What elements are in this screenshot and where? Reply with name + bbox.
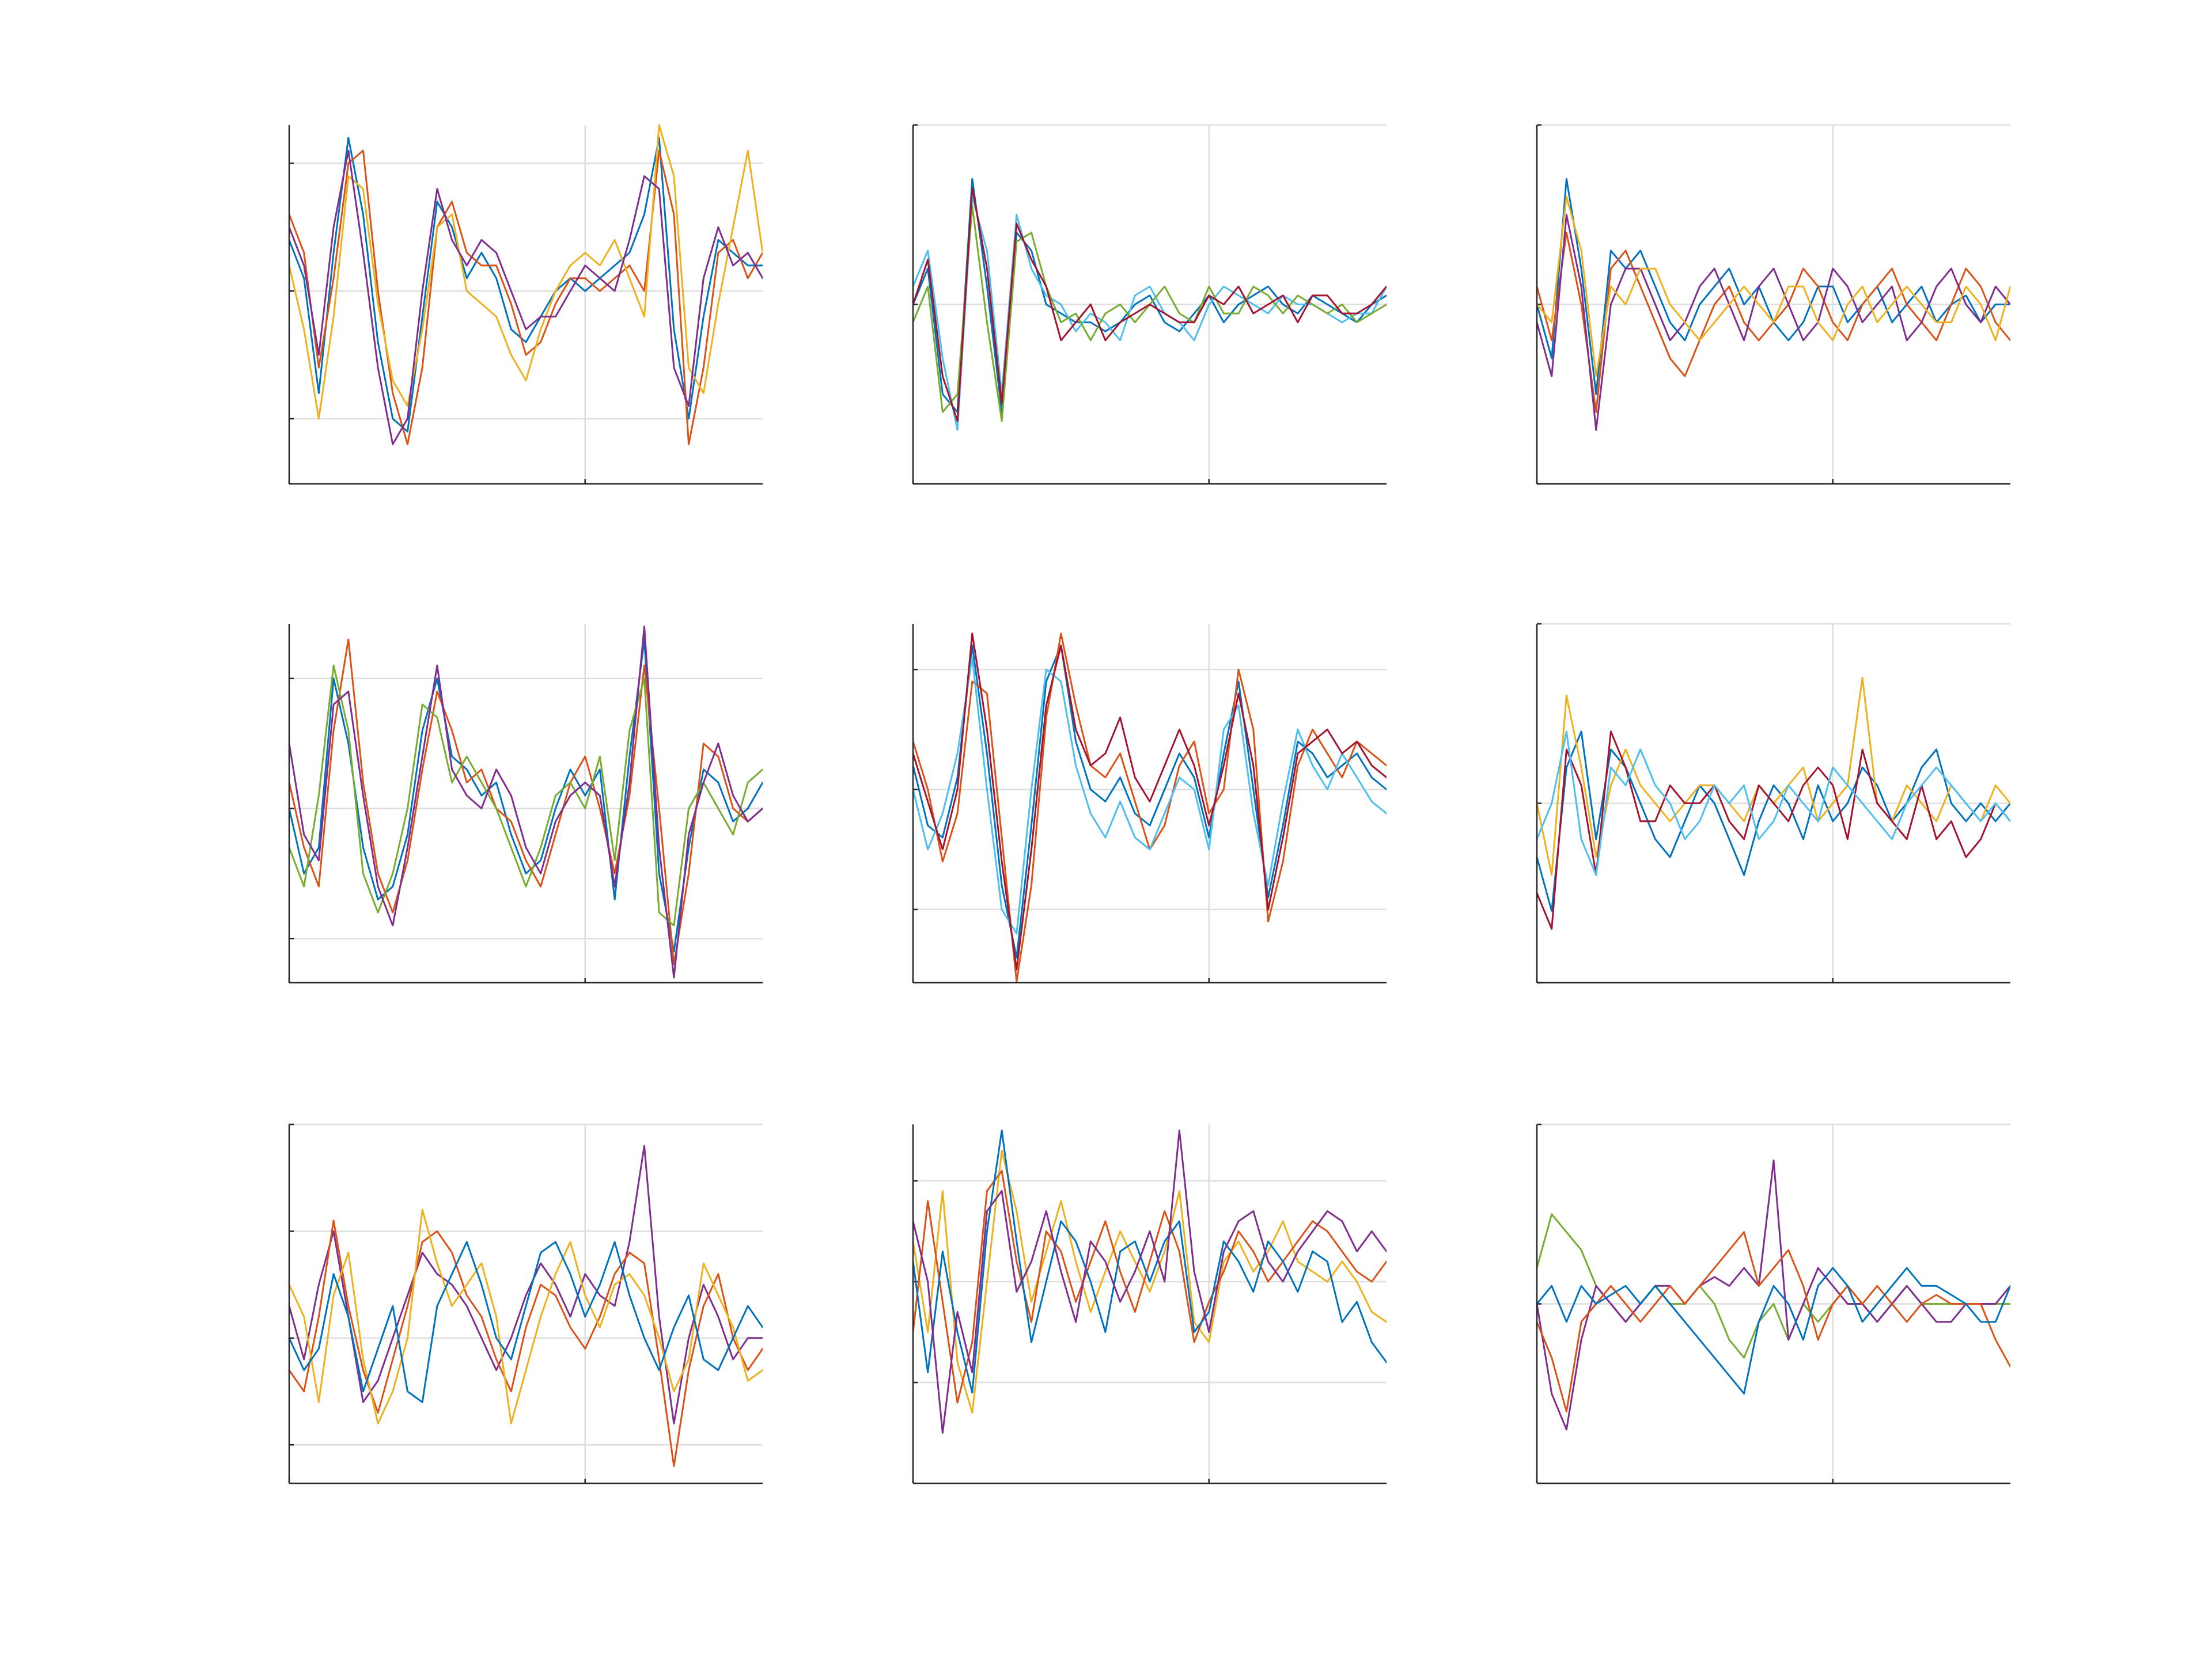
series-line <box>913 1150 1387 1414</box>
series-line <box>913 1170 1387 1404</box>
series-line <box>913 632 1387 971</box>
plot-area <box>1537 677 2010 930</box>
subplot <box>288 1123 763 1484</box>
plot-area <box>913 632 1387 983</box>
series-line <box>289 149 763 445</box>
series-line <box>1537 1267 2010 1395</box>
series-line <box>289 1241 763 1403</box>
subplot <box>912 1124 1387 1484</box>
series-line <box>1537 730 2010 876</box>
series-line <box>913 1130 1387 1393</box>
series-line <box>289 1209 763 1425</box>
plot-area <box>1537 178 2010 431</box>
subplot <box>288 624 763 984</box>
plot-area <box>289 1145 763 1467</box>
series-line <box>913 1130 1387 1434</box>
series-line <box>1537 730 2010 930</box>
series-line <box>913 656 1387 935</box>
series-line <box>1537 677 2010 876</box>
series-line <box>1537 730 2010 912</box>
plot-area <box>289 626 763 979</box>
subplot <box>1536 623 2010 984</box>
series-line <box>289 149 763 445</box>
series-line <box>1537 1159 2010 1431</box>
series-line <box>913 196 1387 431</box>
series-line <box>1537 178 2010 395</box>
plot-area <box>913 1130 1387 1434</box>
subplot <box>912 124 1387 485</box>
series-line <box>913 187 1387 422</box>
plot-area <box>913 178 1387 431</box>
subplot <box>1536 1123 2010 1484</box>
subplot <box>912 624 1387 984</box>
series-line <box>289 638 763 953</box>
plot-area <box>1537 1159 2010 1431</box>
series-line <box>289 664 763 927</box>
series-line <box>913 632 1387 983</box>
subplot <box>1536 124 2010 485</box>
subplot <box>288 124 763 485</box>
series-line <box>289 626 763 979</box>
series-line <box>913 645 1387 959</box>
series-line <box>289 137 763 433</box>
series-line <box>289 1145 763 1425</box>
series-line <box>289 124 763 420</box>
plot-area <box>289 124 763 445</box>
series-line <box>289 638 763 965</box>
series-line <box>1537 196 2010 377</box>
